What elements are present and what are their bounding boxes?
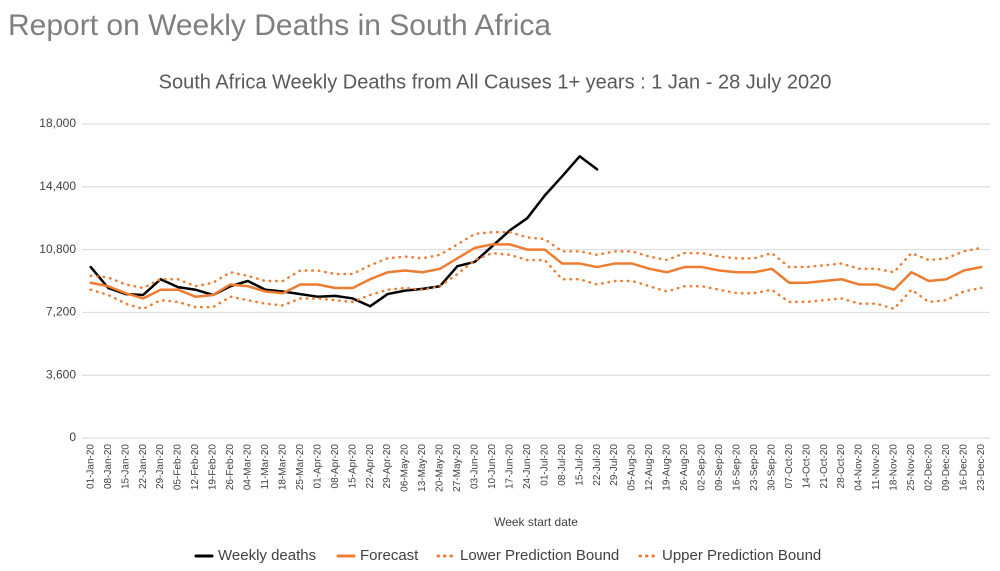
x-tick-label: 12-Aug-20 <box>644 444 655 491</box>
x-tick-label: 23-Dec-20 <box>976 444 987 491</box>
x-tick-label: 08-Jan-20 <box>103 444 114 489</box>
x-tick-label: 05-Aug-20 <box>627 444 638 491</box>
x-tick-label: 24-Jun-20 <box>522 444 533 489</box>
x-tick-label: 13-May-20 <box>417 444 428 492</box>
x-tick-label: 17-Jun-20 <box>504 444 515 489</box>
x-tick-label: 15-Jan-20 <box>120 444 131 489</box>
x-tick-label: 19-Aug-20 <box>662 444 673 491</box>
x-tick-label: 15-Apr-20 <box>347 444 358 489</box>
x-tick-label: 29-Jul-20 <box>609 444 620 486</box>
x-tick-label: 21-Oct-20 <box>819 444 830 489</box>
x-tick-label: 18-Nov-20 <box>889 444 900 491</box>
y-tick-label: 3,600 <box>46 367 76 381</box>
x-tick-label: 06-May-20 <box>400 444 411 492</box>
x-tick-label: 10-Jun-20 <box>487 444 498 489</box>
x-tick-label: 02-Dec-20 <box>924 444 935 491</box>
x-tick-label: 09-Sep-20 <box>714 444 725 491</box>
y-tick-label: 18,000 <box>39 116 76 130</box>
x-tick-label: 01-Jan-20 <box>85 444 96 489</box>
x-tick-label: 11-Nov-20 <box>871 444 882 490</box>
x-tick-label: 07-Oct-20 <box>784 444 795 489</box>
y-tick-label: 14,400 <box>39 179 76 193</box>
x-tick-label: 04-Nov-20 <box>854 444 865 491</box>
x-tick-label: 22-Apr-20 <box>365 444 376 489</box>
x-tick-label: 26-Feb-20 <box>225 444 236 491</box>
x-axis-label: Week start date <box>494 515 578 529</box>
x-tick-label: 26-Aug-20 <box>679 444 690 491</box>
y-tick-label: 7,200 <box>46 305 76 319</box>
x-tick-label: 28-Oct-20 <box>836 444 847 489</box>
x-tick-label: 19-Feb-20 <box>208 444 219 491</box>
x-tick-label: 03-Jun-20 <box>470 444 481 489</box>
x-tick-label: 22-Jul-20 <box>592 444 603 486</box>
legend-label: Forecast <box>360 547 419 564</box>
x-tick-label: 02-Sep-20 <box>697 444 708 491</box>
legend-label: Weekly deaths <box>218 547 316 564</box>
x-tick-label: 23-Sep-20 <box>749 444 760 491</box>
series-line <box>89 155 599 308</box>
legend-label: Lower Prediction Bound <box>460 547 619 564</box>
x-tick-label: 25-Nov-20 <box>906 444 917 491</box>
series-line <box>89 243 983 300</box>
y-tick-label: 0 <box>69 430 76 444</box>
x-tick-label: 29-Apr-20 <box>382 444 393 489</box>
page-title: Report on Weekly Deaths in South Africa <box>8 9 551 42</box>
x-tick-label: 16-Sep-20 <box>731 444 742 491</box>
chart-title: South Africa Weekly Deaths from All Caus… <box>159 71 832 93</box>
series-line <box>89 230 983 290</box>
x-tick-label: 11-Mar-20 <box>260 444 271 490</box>
x-tick-label: 25-Mar-20 <box>295 444 306 491</box>
x-tick-label: 14-Oct-20 <box>801 444 812 489</box>
legend-label: Upper Prediction Bound <box>662 547 821 564</box>
x-tick-label: 08-Jul-20 <box>557 444 568 486</box>
y-tick-label: 10,800 <box>39 242 76 256</box>
x-tick-label: 01-Apr-20 <box>312 444 323 489</box>
x-tick-label: 05-Feb-20 <box>173 444 184 491</box>
x-tick-label: 20-May-20 <box>435 444 446 492</box>
x-tick-label: 27-May-20 <box>452 444 463 492</box>
x-tick-label: 16-Dec-20 <box>958 444 969 491</box>
x-tick-label: 01-Jul-20 <box>539 444 550 486</box>
x-tick-label: 04-Mar-20 <box>243 444 254 491</box>
x-tick-label: 22-Jan-20 <box>138 444 149 489</box>
x-tick-label: 29-Jan-20 <box>155 444 166 489</box>
x-tick-label: 08-Apr-20 <box>330 444 341 489</box>
x-tick-label: 15-Jul-20 <box>574 444 585 486</box>
x-tick-label: 12-Feb-20 <box>190 444 201 491</box>
x-tick-label: 18-Mar-20 <box>277 444 288 491</box>
x-tick-label: 09-Dec-20 <box>941 444 952 491</box>
x-tick-label: 30-Sep-20 <box>766 444 777 491</box>
